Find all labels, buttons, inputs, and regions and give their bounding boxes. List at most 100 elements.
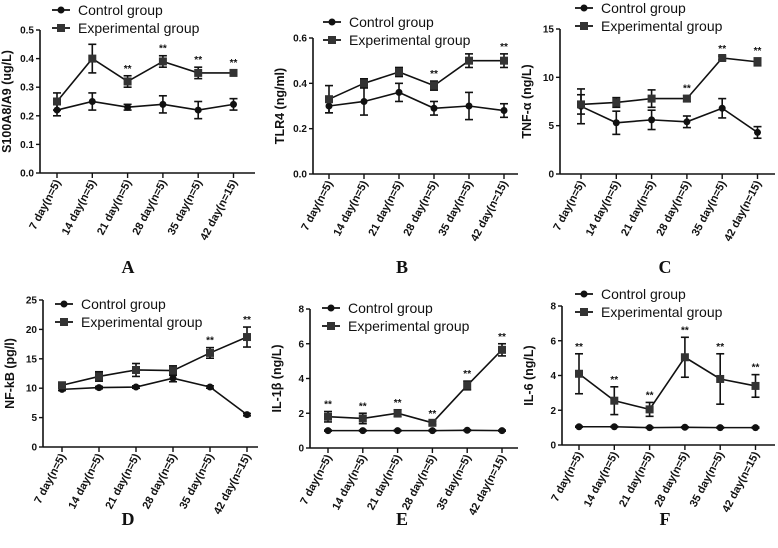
data-point: [169, 374, 177, 382]
data-point: [463, 381, 472, 390]
legend-label: Experimental group: [349, 32, 471, 48]
y-tick-label: 5: [31, 413, 37, 424]
y-tick-label: 8: [550, 302, 556, 313]
y-axis-label: TNF-α (ng/L): [520, 64, 534, 138]
y-axis-label: IL-1β (ng/L): [270, 344, 284, 412]
panel-letter: B: [396, 257, 408, 277]
x-tick-label: 35 day(n=5): [690, 178, 729, 238]
series-control: [325, 82, 508, 121]
x-tick-label: 7 day(n=5): [27, 177, 63, 231]
data-point: [716, 424, 724, 432]
data-point: [681, 423, 689, 431]
series-experimental: [575, 336, 760, 418]
data-point: [612, 98, 621, 107]
data-point: [124, 103, 132, 111]
y-tick-label: 0.5: [20, 26, 34, 37]
y-tick-label: 0.1: [20, 140, 34, 151]
legend-label: Control group: [81, 296, 166, 312]
x-tick-label: 14 day(n=5): [60, 177, 99, 237]
series-control: [575, 423, 760, 432]
data-point: [610, 423, 618, 431]
series-control: [58, 373, 251, 419]
data-point: [500, 56, 508, 65]
data-point: [194, 68, 203, 77]
data-point: [169, 366, 177, 375]
series-control: [324, 426, 506, 435]
legend-square-marker: [60, 318, 68, 326]
y-tick-label: 0.0: [20, 169, 34, 180]
data-point: [682, 94, 691, 103]
panel-letter: C: [659, 257, 672, 277]
legend-label: Control group: [349, 14, 434, 30]
y-tick-label: 0.3: [20, 83, 34, 94]
legend: Control group Experimental group: [322, 300, 470, 334]
y-tick-label: 2: [298, 409, 304, 420]
x-tick-label: 14 day(n=5): [582, 449, 621, 509]
data-point: [324, 427, 332, 435]
y-tick-label: 15: [543, 25, 555, 36]
y-tick-label: 0: [548, 170, 554, 181]
y-tick-label: 0.6: [293, 34, 307, 45]
significance-marker: **: [194, 55, 202, 66]
series-experimental: [577, 54, 762, 115]
data-point: [325, 95, 333, 104]
data-point: [158, 57, 167, 66]
legend-square-marker: [327, 322, 335, 330]
panel-e: 0 2 4 6 8 IL-1β (ng/L) 7 day(n=5)14 day(n=5)21…: [270, 300, 518, 529]
data-point: [680, 353, 689, 362]
data-point: [95, 372, 103, 381]
data-point: [752, 424, 759, 432]
x-tick-label: 28 day(n=5): [654, 178, 693, 238]
x-tick-label: 35 day(n=5): [436, 178, 475, 238]
panel-d: 0 5 10 15 20 25 NF-kB (pg/l) 7 day(n=5)14 day(n…: [3, 296, 258, 529]
data-point: [95, 384, 103, 392]
data-point: [716, 374, 725, 383]
x-tick-label: 42 day(n=15): [467, 452, 509, 517]
x-tick-label: 42 day(n=15): [198, 177, 240, 242]
data-point: [645, 405, 654, 414]
x-tick-label: 42 day(n=15): [722, 178, 764, 243]
x-tick-label: 35 day(n=5): [166, 177, 205, 237]
data-point: [230, 100, 237, 108]
series-line: [578, 356, 756, 411]
legend-circle-marker: [580, 290, 588, 298]
y-tick-label: 0.4: [20, 54, 34, 65]
data-point: [647, 94, 656, 103]
y-tick-label: 0: [298, 444, 304, 455]
data-point: [498, 345, 506, 354]
significance-marker: **: [752, 363, 760, 374]
data-point: [393, 409, 402, 418]
data-point: [718, 104, 726, 112]
data-point: [610, 396, 619, 405]
data-point: [359, 427, 367, 435]
data-point: [395, 68, 403, 76]
y-tick-label: 8: [298, 305, 304, 316]
data-point: [243, 411, 251, 419]
x-tick-label: 21 day(n=5): [366, 178, 405, 238]
significance-marker: **: [243, 315, 251, 326]
y-tick-label: 0.0: [293, 170, 307, 181]
x-tick-label: 21 day(n=5): [103, 451, 142, 511]
legend-label: Control group: [601, 286, 686, 302]
legend-label: Control group: [348, 300, 433, 316]
significance-marker: **: [500, 42, 508, 53]
legend: Control group Experimental group: [52, 2, 200, 36]
legend: Control group Experimental group: [575, 286, 723, 320]
x-tick-label: 35 day(n=5): [435, 452, 474, 512]
significance-marker: **: [575, 342, 583, 353]
data-point: [430, 104, 438, 112]
legend-circle-marker: [580, 4, 588, 12]
panel-letter: F: [660, 509, 671, 529]
panel-f: 0 2 4 6 8 IL-6 (ng/L) 7 day(n=5)14 day(n=5)21 …: [522, 286, 775, 529]
significance-marker: **: [429, 409, 437, 420]
series-line: [56, 57, 234, 103]
significance-marker: **: [718, 44, 726, 55]
data-point: [718, 54, 727, 62]
x-tick-label: 21 day(n=5): [365, 452, 404, 512]
y-tick-label: 10: [543, 73, 555, 84]
significance-marker: **: [206, 336, 214, 347]
y-tick-label: 5: [548, 121, 554, 132]
data-point: [751, 381, 760, 390]
y-tick-label: 4: [298, 374, 304, 385]
significance-marker: **: [646, 390, 654, 401]
